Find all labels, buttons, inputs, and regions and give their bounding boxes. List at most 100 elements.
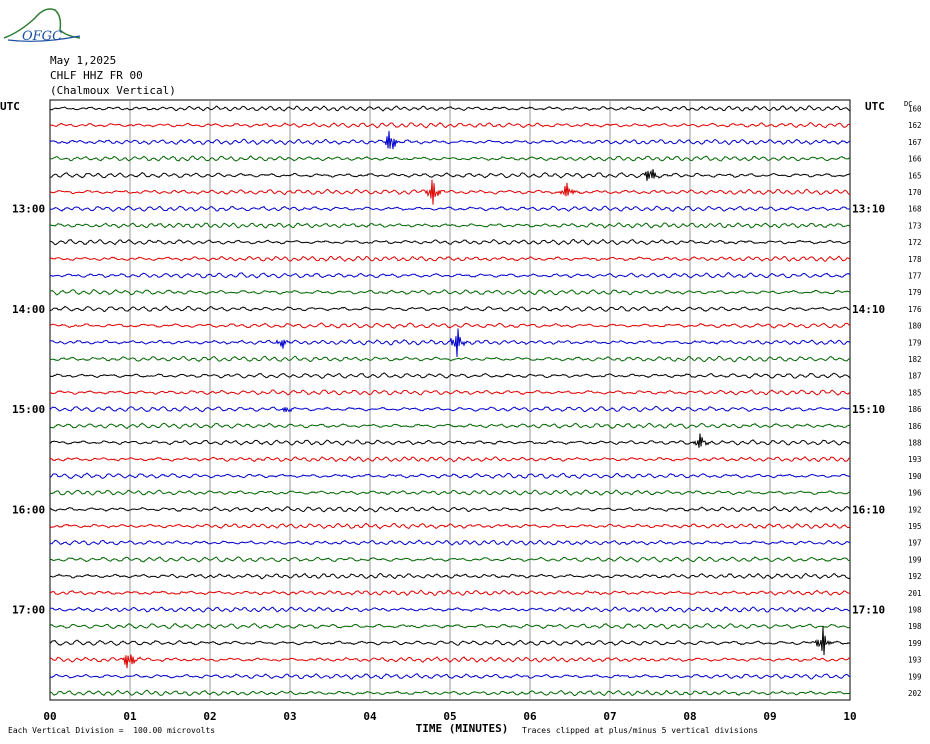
- dc-offset-label: 178: [908, 255, 922, 264]
- dc-offset-label: 197: [908, 539, 922, 548]
- x-tick-label: 01: [123, 710, 137, 723]
- dc-offset-label: 177: [908, 272, 922, 281]
- dc-offset-label: 185: [908, 388, 922, 397]
- dc-offset-label: 198: [908, 606, 922, 615]
- right-time-label: 16:10: [852, 503, 885, 516]
- dc-offset-label: 180: [908, 322, 922, 331]
- dc-offset-label: 165: [908, 171, 922, 180]
- dc-offset-label: 199: [908, 672, 922, 681]
- seismic-trace: [49, 689, 851, 697]
- logo-swoosh: [7, 35, 81, 42]
- ofgc-logo: OFGC: [3, 8, 81, 44]
- x-axis-title: TIME (MINUTES): [416, 722, 509, 735]
- x-tick-label: 04: [363, 710, 377, 723]
- seismic-trace: [49, 539, 851, 546]
- seismic-trace: [49, 472, 851, 480]
- seismic-trace: [49, 205, 851, 212]
- dc-offset-label: 179: [908, 288, 922, 297]
- seismic-trace: [49, 556, 851, 563]
- dc-offset-label: 167: [908, 138, 922, 147]
- dc-offset-label: 170: [908, 188, 922, 197]
- seismic-trace: [49, 238, 851, 246]
- dc-offset-label: 196: [908, 489, 922, 498]
- seismic-trace: [49, 169, 851, 181]
- dc-offset-label: 179: [908, 338, 922, 347]
- dc-offset-label: 176: [908, 305, 922, 314]
- x-tick-label: 06: [523, 710, 537, 723]
- dc-offset-label: 166: [908, 155, 922, 164]
- seismic-trace: [49, 130, 851, 150]
- seismic-trace: [49, 433, 851, 448]
- seismic-trace: [49, 305, 851, 312]
- right-time-label: 17:10: [852, 604, 885, 617]
- seismic-trace: [49, 222, 851, 229]
- dc-offset-label: 162: [908, 121, 922, 130]
- seismic-trace: [49, 572, 851, 580]
- seismic-trace: [49, 522, 851, 530]
- dc-offset-label: 186: [908, 422, 922, 431]
- seismic-trace: [49, 405, 851, 414]
- seismic-trace: [49, 288, 851, 296]
- dc-header-label: DC: [904, 100, 912, 108]
- dc-offset-label: 186: [908, 405, 922, 414]
- seismic-trace: [49, 626, 851, 656]
- dc-offset-label: 173: [908, 221, 922, 230]
- left-time-label: 16:00: [12, 503, 45, 516]
- seismic-trace: [49, 623, 851, 630]
- seismic-trace: [49, 272, 851, 279]
- seismic-trace: [49, 255, 851, 262]
- dc-offset-label: 182: [908, 355, 922, 364]
- seismic-trace: [49, 322, 851, 329]
- dc-offset-label: 190: [908, 472, 922, 481]
- right-time-label: 13:10: [852, 203, 885, 216]
- seismic-trace: [49, 654, 851, 669]
- dc-offset-label: 202: [908, 689, 922, 698]
- clip-note: Traces clipped at plus/minus 5 vertical …: [522, 726, 759, 735]
- seismic-trace: [49, 389, 851, 396]
- seismic-trace: [49, 155, 851, 162]
- left-unit-label: UTC: [0, 100, 20, 113]
- dc-offset-label: 199: [908, 639, 922, 648]
- dc-offset-label: 193: [908, 656, 922, 665]
- left-time-label: 17:00: [12, 604, 45, 617]
- seismic-trace: [49, 328, 851, 358]
- dc-offset-label: 195: [908, 522, 922, 531]
- header-date: May 1,2025: [50, 54, 117, 67]
- dc-offset-label: 187: [908, 372, 922, 381]
- seismic-trace: [49, 606, 851, 613]
- logo-text: OFGC: [22, 29, 62, 44]
- x-tick-label: 05: [443, 710, 456, 723]
- dc-offset-label: 188: [908, 439, 922, 448]
- dc-offset-label: 192: [908, 572, 922, 581]
- seismic-trace: [49, 122, 851, 129]
- x-tick-label: 08: [683, 710, 696, 723]
- left-time-label: 14:00: [12, 303, 45, 316]
- x-tick-label: 00: [43, 710, 56, 723]
- seismic-trace: [49, 505, 851, 513]
- left-time-label: 13:00: [12, 203, 45, 216]
- seismic-trace: [49, 589, 851, 597]
- seismic-trace: [49, 489, 851, 496]
- dc-offset-label: 199: [908, 555, 922, 564]
- dc-offset-label: 193: [908, 455, 922, 464]
- dc-offset-label: 192: [908, 505, 922, 514]
- right-time-label: 15:10: [852, 403, 885, 416]
- left-time-label: 15:00: [12, 403, 45, 416]
- right-unit-label: UTC: [865, 100, 885, 113]
- dc-offset-label: 172: [908, 238, 922, 247]
- x-tick-label: 03: [283, 710, 296, 723]
- dc-offset-label: 201: [908, 589, 922, 598]
- seismic-trace: [49, 372, 851, 379]
- seismic-trace: [49, 355, 851, 363]
- header-station: CHLF HHZ FR 00: [50, 69, 143, 82]
- x-tick-label: 09: [763, 710, 776, 723]
- right-time-label: 14:10: [852, 303, 885, 316]
- dc-offset-label: 160: [908, 105, 922, 114]
- seismic-trace: [49, 105, 851, 112]
- seismic-trace: [49, 179, 851, 205]
- dc-offset-label: 198: [908, 622, 922, 631]
- x-tick-label: 07: [603, 710, 616, 723]
- x-tick-label: 10: [843, 710, 856, 723]
- seismic-trace: [49, 673, 851, 680]
